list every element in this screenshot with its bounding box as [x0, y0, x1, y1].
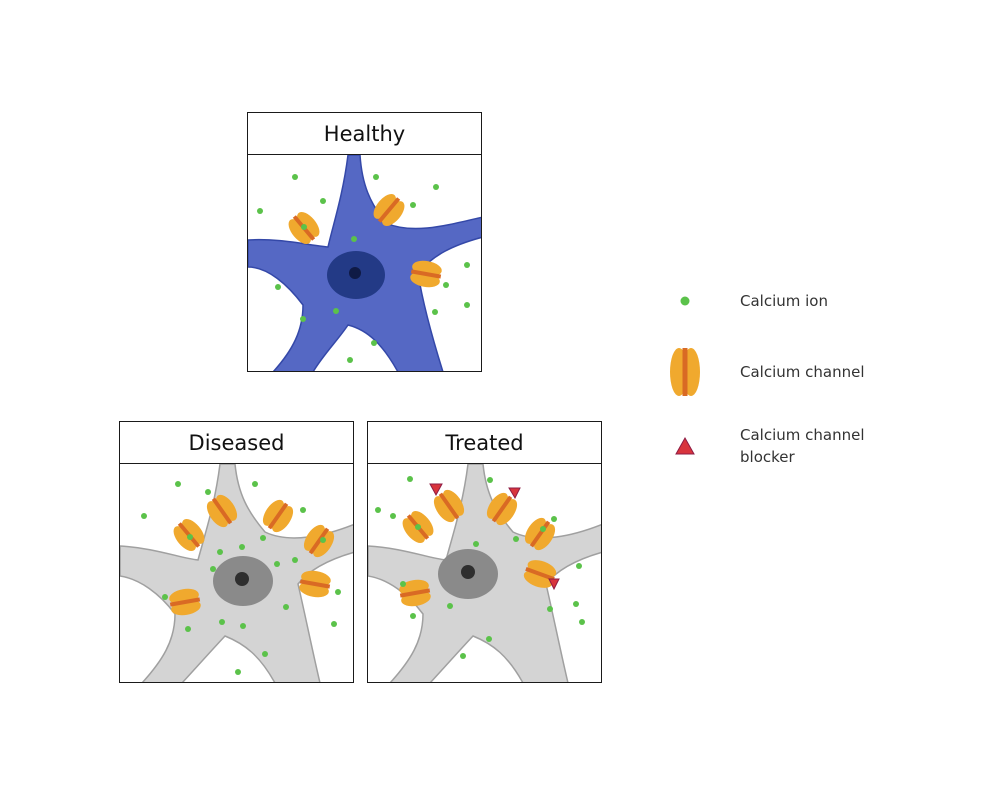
diseased-panel: Diseased — [119, 421, 354, 683]
diseased-neuron-svg — [120, 464, 353, 682]
diseased-channel-4 — [303, 524, 335, 558]
healthy-calcium-ions — [257, 174, 470, 363]
healthy-neuron-svg — [248, 155, 481, 371]
treated-channel-2 — [433, 489, 465, 523]
diseased-channel-5 — [299, 570, 331, 598]
healthy-panel: Healthy — [247, 112, 482, 372]
treated-nucleolus — [461, 565, 475, 579]
legend-calcium-channel-blocker: Calcium channel blocker — [665, 424, 905, 472]
diseased-nucleolus — [235, 572, 249, 586]
calcium-ion-icon — [680, 296, 690, 306]
treated-channel-3 — [486, 492, 518, 526]
diseased-channel-2 — [206, 494, 238, 528]
treated-channel-6 — [399, 579, 431, 607]
legend-calcium-channel: Calcium channel — [665, 345, 905, 400]
calcium-channel-blocker-icon — [675, 436, 695, 455]
legend-calcium-ion-label: Calcium ion — [740, 292, 828, 310]
diseased-cell-illustration — [119, 464, 354, 683]
treated-neuron-svg — [368, 464, 601, 682]
legend-blocker-label-line2: blocker — [740, 448, 795, 466]
treated-blocker-1 — [429, 483, 443, 497]
healthy-nucleolus — [349, 267, 361, 279]
healthy-cell-illustration — [247, 155, 482, 372]
diseased-panel-title: Diseased — [119, 421, 354, 464]
legend-calcium-channel-label: Calcium channel — [740, 363, 865, 381]
healthy-channel-2 — [373, 194, 405, 226]
healthy-panel-title: Healthy — [247, 112, 482, 155]
diseased-channel-6 — [169, 588, 201, 616]
treated-channel-5 — [523, 560, 557, 588]
legend-blocker-label-line1: Calcium channel — [740, 426, 865, 444]
treated-blocker-3 — [548, 578, 560, 591]
healthy-channel-3 — [410, 260, 442, 288]
treated-panel: Treated — [367, 421, 602, 683]
treated-blocker-2 — [508, 487, 521, 500]
diseased-calcium-ions — [141, 481, 341, 675]
treated-cell-illustration — [367, 464, 602, 683]
diseased-channel-3 — [262, 499, 294, 533]
legend-calcium-ion: Calcium ion — [665, 288, 905, 314]
treated-panel-title: Treated — [367, 421, 602, 464]
treated-calcium-ions — [375, 476, 585, 659]
calcium-channel-icon — [670, 348, 700, 396]
